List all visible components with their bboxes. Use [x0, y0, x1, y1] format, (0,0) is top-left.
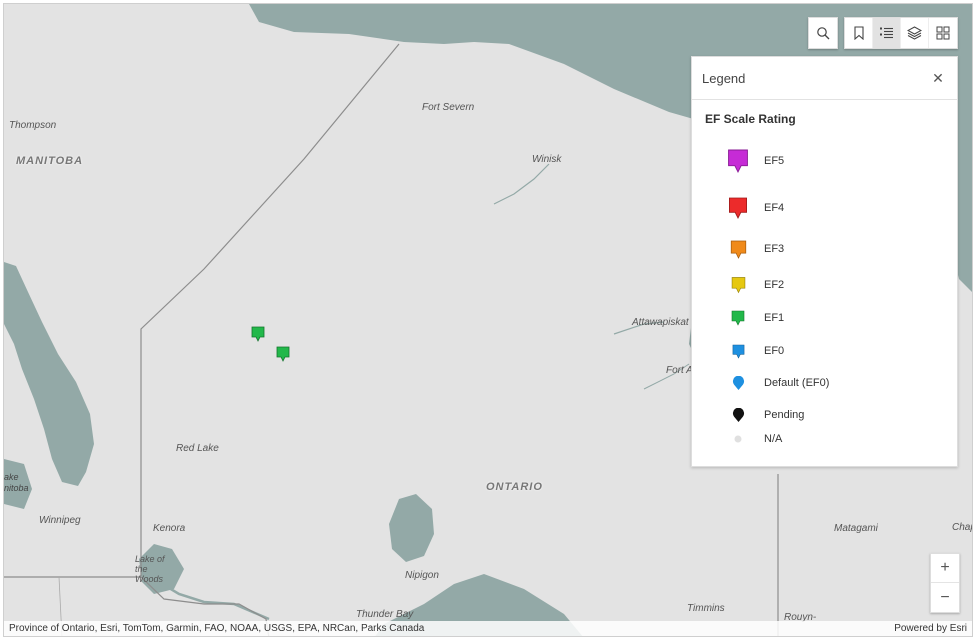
legend-item-pending: Pending	[726, 403, 804, 427]
close-icon[interactable]: ✕	[932, 69, 944, 86]
pending-drop-icon	[732, 407, 744, 422]
na-dot-icon	[734, 435, 742, 443]
place-fort-albany: Fort A	[666, 365, 693, 376]
zoom-controls: + −	[930, 553, 960, 613]
region-manitoba: MANITOBA	[16, 155, 84, 167]
search-button[interactable]	[809, 18, 837, 48]
basemap-gallery-icon	[936, 26, 950, 40]
place-lake-winnipeg: ake nitoba	[4, 472, 29, 493]
place-nipigon: Nipigon	[405, 570, 439, 581]
layers-icon	[907, 26, 922, 40]
lake-winnipeg	[4, 262, 94, 486]
attribution-sources[interactable]: Province of Ontario, Esri, TomTom, Garmi…	[9, 623, 425, 634]
search-icon	[817, 27, 830, 40]
tornado-marker-ef1[interactable]	[276, 346, 290, 362]
legend-header: Legend ✕	[692, 57, 957, 100]
place-red-lake: Red Lake	[176, 443, 219, 454]
ef3-pin-icon	[730, 240, 746, 259]
place-winisk: Winisk	[532, 154, 562, 165]
ef1-pin-icon	[731, 310, 745, 326]
legend-item-ef4: EF4	[726, 196, 784, 220]
place-lake-of-the-woods: Lake of the Woods	[135, 554, 165, 584]
default-drop-icon	[732, 375, 744, 390]
place-chap: Chap	[952, 522, 972, 533]
attribution-bar: Province of Ontario, Esri, TomTom, Garmi…	[4, 621, 972, 636]
legend-button[interactable]	[873, 18, 901, 48]
legend-item-ef1: EF1	[726, 306, 784, 330]
place-attawapiskat: Attawapiskat	[632, 317, 689, 328]
place-timmins: Timmins	[687, 603, 725, 614]
legend-layer-title: EF Scale Rating	[705, 112, 796, 126]
lake-superior	[375, 574, 583, 636]
bookmarks-button[interactable]	[845, 18, 873, 48]
ef0-pin-icon	[732, 344, 744, 359]
tornado-marker-ef1[interactable]	[251, 326, 265, 342]
layers-button[interactable]	[901, 18, 929, 48]
map-view[interactable]: Thompson Fort Severn Winisk Attawapiskat…	[3, 3, 973, 637]
ef5-pin-icon	[728, 149, 748, 174]
east-water	[954, 259, 972, 292]
bookmark-icon	[853, 26, 864, 40]
lake-nipigon	[389, 494, 434, 562]
legend-list-icon	[880, 27, 893, 39]
legend-item-default: Default (EF0)	[726, 371, 829, 395]
place-rouyn: Rouyn-	[784, 612, 817, 623]
powered-by-esri[interactable]: Powered by Esri	[894, 623, 967, 634]
ef4-pin-icon	[729, 197, 747, 219]
legend-title: Legend	[702, 70, 746, 86]
place-fort-severn: Fort Severn	[422, 102, 475, 113]
search-toolbar	[808, 17, 838, 49]
place-winnipeg: Winnipeg	[39, 515, 81, 526]
place-thompson: Thompson	[9, 120, 57, 131]
place-matagami: Matagami	[834, 523, 878, 534]
legend-item-ef5: EF5	[726, 149, 784, 174]
international-border	[4, 576, 270, 636]
legend-item-ef3: EF3	[726, 237, 784, 261]
widget-toolbar	[844, 17, 958, 49]
place-thunder-bay: Thunder Bay	[356, 609, 414, 620]
ef2-pin-icon	[731, 277, 745, 294]
legend-item-na: N/A	[726, 427, 782, 451]
province-border	[140, 43, 400, 576]
legend-item-ef0: EF0	[726, 339, 784, 363]
basemap-gallery-button[interactable]	[929, 18, 957, 48]
legend-panel: Legend ✕ EF Scale Rating EF5 EF4 EF3 EF2…	[691, 56, 958, 467]
zoom-in-button[interactable]: +	[931, 554, 959, 583]
place-kenora: Kenora	[153, 523, 186, 534]
legend-item-ef2: EF2	[726, 273, 784, 297]
zoom-out-button[interactable]: −	[940, 588, 950, 606]
region-ontario: ONTARIO	[486, 481, 543, 493]
lake-winnipeg-south	[4, 459, 32, 509]
lake-of-the-woods	[139, 544, 184, 594]
